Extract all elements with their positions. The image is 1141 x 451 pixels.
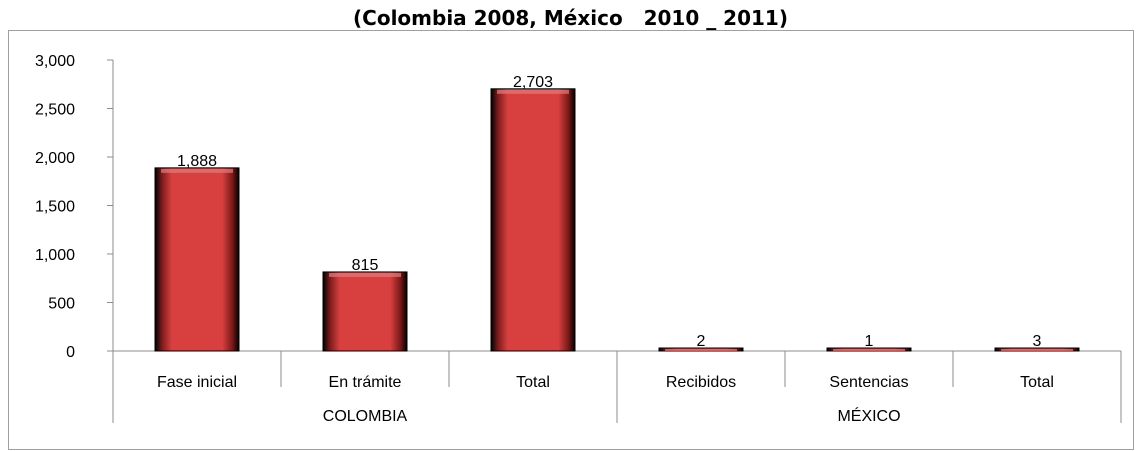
y-tick-label: 2,000 bbox=[35, 150, 75, 167]
x-tick-label: Sentencias bbox=[829, 374, 908, 391]
x-tick-label: Recibidos bbox=[666, 374, 736, 391]
y-tick-label: 1,000 bbox=[35, 247, 75, 264]
bar bbox=[490, 88, 576, 352]
y-tick-label: 3,000 bbox=[35, 53, 75, 70]
bar bbox=[322, 271, 408, 352]
data-label: 1 bbox=[865, 333, 874, 350]
chart-frame bbox=[8, 30, 1134, 450]
bar bbox=[154, 167, 240, 352]
bar-highlight bbox=[329, 272, 401, 277]
data-label: 815 bbox=[352, 257, 379, 274]
data-label: 2 bbox=[697, 333, 706, 350]
y-tick-label: 0 bbox=[66, 344, 75, 361]
data-label: 1,888 bbox=[177, 153, 217, 170]
y-tick-label: 1,500 bbox=[35, 199, 75, 216]
bar-highlight bbox=[161, 168, 233, 173]
bar-highlight bbox=[833, 349, 905, 351]
bar-highlight bbox=[665, 349, 737, 351]
bar-highlight bbox=[497, 89, 569, 94]
x-tick-label: Total bbox=[1020, 374, 1054, 391]
chart-title: (Colombia 2008, México 2010 _ 2011) bbox=[353, 6, 788, 30]
y-tick-label: 2,500 bbox=[35, 102, 75, 119]
data-label: 3 bbox=[1033, 333, 1042, 350]
group-label: COLOMBIA bbox=[323, 408, 408, 425]
x-tick-label: En trámite bbox=[329, 374, 402, 391]
y-tick-label: 500 bbox=[48, 296, 75, 313]
bar-highlight bbox=[1001, 349, 1073, 351]
group-label: MÉXICO bbox=[837, 406, 900, 425]
data-label: 2,703 bbox=[513, 74, 553, 91]
x-tick-label: Total bbox=[516, 374, 550, 391]
x-tick-label: Fase inicial bbox=[157, 374, 237, 391]
